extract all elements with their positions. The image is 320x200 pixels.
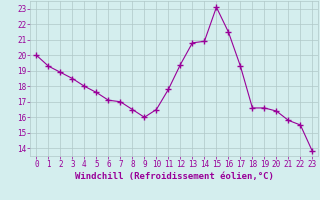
X-axis label: Windchill (Refroidissement éolien,°C): Windchill (Refroidissement éolien,°C) <box>75 172 274 181</box>
